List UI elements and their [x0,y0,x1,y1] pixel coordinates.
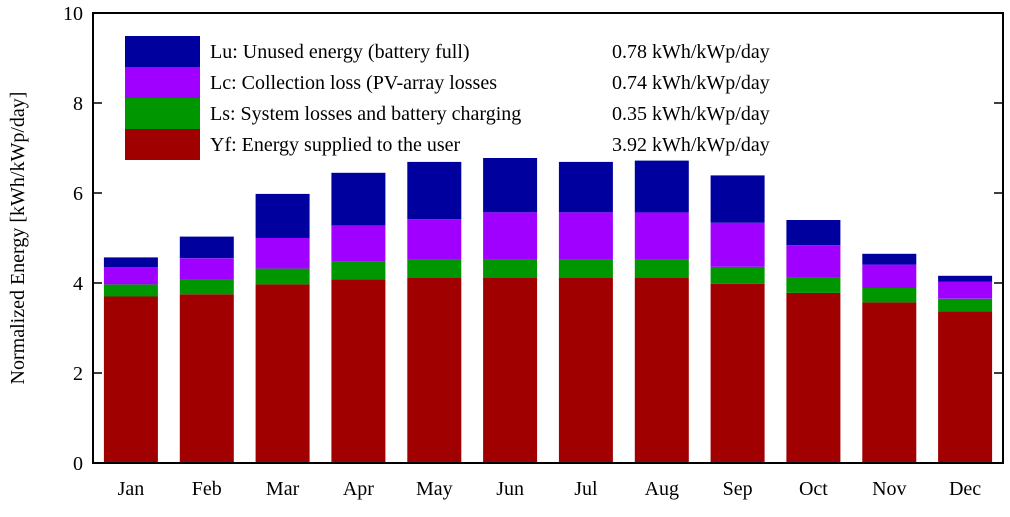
bar-segment-mar-s1 [255,268,310,285]
legend-series-value: 3.92 kWh/kWp/day [612,134,770,156]
bar-segment-sep-s2 [710,222,765,267]
bar-segment-aug-s0 [634,277,689,463]
bar-segment-nov-s1 [862,288,917,303]
bar-segment-jul-s3 [558,161,613,213]
bar-segment-mar-s3 [255,193,310,238]
legend-series-name: Ls: System losses and battery charging [210,103,521,125]
legend-background [120,30,838,158]
bar-segment-jan-s0 [103,296,158,463]
bar-segment-feb-s3 [179,236,234,259]
legend-series-value: 0.78 kWh/kWp/day [612,41,770,63]
legend-series-name: Yf: Energy supplied to the user [210,134,460,156]
bar-segment-may-s0 [407,277,462,463]
bar-segment-dec-s2 [938,281,993,299]
bar-segment-sep-s3 [710,175,765,223]
legend-swatch [125,36,200,67]
bar-segment-feb-s0 [179,294,234,464]
y-tick-label: 10 [63,3,83,25]
x-tick-label: Apr [343,478,374,500]
y-tick-label: 0 [73,453,83,475]
bar-segment-nov-s0 [862,302,917,463]
y-tick-label: 8 [73,93,83,115]
legend-series-name: Lu: Unused energy (battery full) [210,41,470,63]
bar-segment-jul-s1 [558,259,613,278]
bar-segment-jan-s2 [103,267,158,285]
bar-segment-jan-s1 [103,284,158,297]
bar-segment-feb-s1 [179,279,234,295]
legend-series-value: 0.74 kWh/kWp/day [612,72,770,94]
bar-segment-mar-s0 [255,284,310,463]
bar-segment-dec-s0 [938,311,993,463]
x-tick-label: Feb [192,478,222,500]
y-tick-label: 4 [73,273,83,295]
x-tick-label: Sep [723,478,753,500]
bar-segment-oct-s0 [786,292,841,463]
x-tick-label: Jun [496,478,524,500]
bar-segment-apr-s1 [331,261,386,280]
x-tick-label: Nov [872,478,906,500]
bar-segment-jan-s3 [103,257,158,268]
bar-segment-aug-s1 [634,259,689,278]
bar-segment-oct-s3 [786,220,841,246]
bar-segment-apr-s0 [331,279,386,463]
bar-segment-jun-s3 [483,150,538,213]
bar-segment-jul-s2 [558,212,613,260]
legend-swatch [125,98,200,129]
y-tick-label: 6 [73,183,83,205]
x-tick-label: Jul [574,478,598,500]
plot-frame [92,12,1004,464]
bar-segment-dec-s1 [938,298,993,312]
legend-series-value: 0.35 kWh/kWp/day [612,103,770,125]
legend-series-name: Lc: Collection loss (PV-array losses [210,72,497,94]
bar-segment-nov-s2 [862,264,917,288]
x-tick-label: Dec [949,478,981,500]
bar-segment-oct-s2 [786,245,841,278]
bar-segment-apr-s2 [331,225,386,262]
bar-segment-jul-s0 [558,277,613,463]
legend: Lu: Unused energy (battery full) 0.78 kWh… [120,30,838,160]
x-tick-label: Mar [266,478,300,500]
bar-segment-may-s1 [407,259,462,278]
y-axis: 0 2 4 6 8 10 [63,3,1003,475]
bar-segment-jun-s0 [483,277,538,463]
bar-segment-apr-s3 [331,172,386,226]
x-tick-label: May [416,478,453,500]
bar-segment-mar-s2 [255,238,310,269]
bar-segment-sep-s0 [710,283,765,463]
bar-segment-feb-s2 [179,258,234,280]
bar-segment-jun-s2 [483,212,538,260]
bar-segment-nov-s3 [862,253,917,265]
bars-layer [103,150,993,464]
x-axis: Jan Feb Mar Apr May Jun Jul Aug Sep Oct Nov Dec [118,478,982,500]
y-axis-label: Normalized Energy [kWh/kWp/day] [7,92,29,385]
x-tick-label: Jan [118,478,145,500]
bar-segment-oct-s1 [786,277,841,293]
bar-segment-dec-s3 [938,275,993,282]
bar-segment-jun-s1 [483,259,538,278]
bar-segment-sep-s1 [710,266,765,284]
legend-swatch [125,67,200,98]
bar-segment-aug-s2 [634,212,689,260]
bar-segment-may-s3 [407,161,462,220]
x-tick-label: Aug [645,478,679,500]
bar-segment-aug-s3 [634,160,689,213]
legend-swatch [125,129,200,160]
x-tick-label: Oct [799,478,828,500]
bar-segment-may-s2 [407,219,462,260]
y-tick-label: 2 [73,363,83,385]
